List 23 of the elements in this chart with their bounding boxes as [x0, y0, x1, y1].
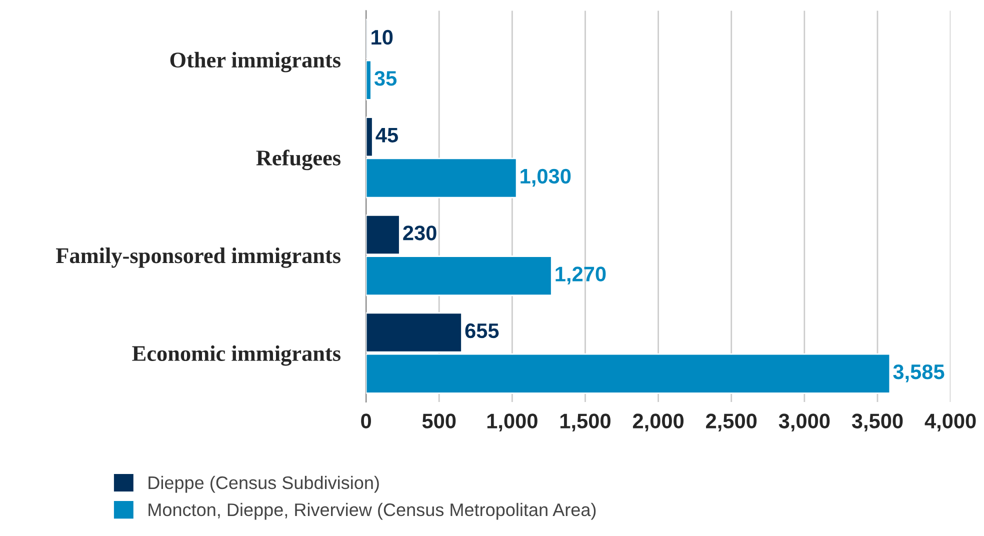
x-tick-label: 500 — [422, 414, 456, 428]
x-tick-label: 0 — [361, 414, 371, 428]
y-tick-label: Refugees — [256, 150, 340, 170]
x-tick-label: 2,500 — [706, 414, 757, 432]
data-label: 10 — [372, 30, 393, 45]
data-label: 1,030 — [520, 168, 571, 187]
x-tick-label: 3,000 — [778, 414, 830, 432]
x-tick-label: 1,500 — [560, 414, 610, 432]
data-label: 230 — [403, 226, 436, 240]
y-tick-label: Family-sponsored immigrants — [56, 248, 341, 268]
legend-label: Moncton, Dieppe, Riverview (Census Metropolitan Area) — [148, 502, 596, 520]
data-label: 655 — [465, 323, 499, 338]
y-tick-label: Economic immigrants — [132, 345, 341, 366]
legend-label: Dieppe (Census Subdivision) — [148, 476, 379, 493]
x-tick-label: 2,000 — [632, 414, 684, 432]
x-tick-label: 4,000 — [924, 414, 976, 432]
y-tick-label: Other immigrants — [170, 52, 341, 72]
data-label: 35 — [374, 71, 397, 86]
x-tick-label: 1,000 — [487, 414, 538, 432]
data-label: 3,585 — [893, 364, 944, 382]
data-label: 1,270 — [556, 266, 606, 284]
data-label: 45 — [376, 128, 398, 142]
x-tick-label: 3,500 — [852, 414, 903, 432]
